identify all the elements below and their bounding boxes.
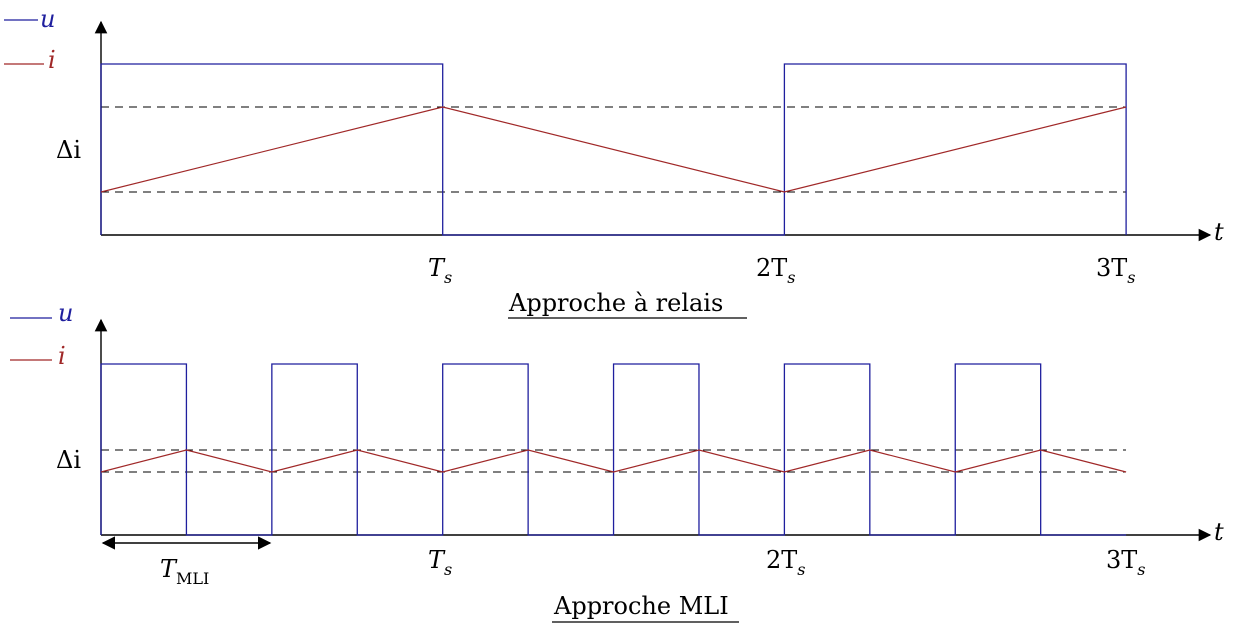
tick-label-2ts: 2Ts	[756, 254, 796, 287]
tick-label-3ts: 3Ts	[1106, 546, 1146, 579]
legend-i-label: i	[58, 342, 66, 370]
tick-label-ts: Ts	[428, 254, 452, 287]
tick-label-2ts: 2Ts	[766, 546, 806, 579]
delta-i-label: Δi	[56, 446, 81, 474]
legend-u-label: u	[58, 299, 73, 327]
i-waveform	[100, 449, 1127, 473]
t-label: t	[1214, 218, 1224, 246]
caption-relay: Approche à relais	[508, 289, 723, 317]
i-waveform	[100, 106, 1127, 193]
u-waveform	[100, 363, 1127, 536]
tick-label-3ts: 3Ts	[1096, 254, 1136, 287]
delta-i-label: Δi	[56, 136, 81, 164]
u-waveform	[100, 63, 1127, 236]
top-panel: u i t Δi Ts 2Ts 3Ts Approche à relais	[4, 5, 1224, 319]
caption-pwm: Approche MLI	[553, 592, 729, 620]
legend-i-label: i	[48, 46, 56, 74]
bottom-panel: u i t Δi TMLI Ts 2Ts 3Ts Approche MLI	[10, 299, 1224, 623]
legend-u-label: u	[40, 5, 55, 33]
pwm-period-label: TMLI	[160, 555, 209, 588]
tick-label-ts: Ts	[428, 546, 452, 579]
t-label: t	[1214, 518, 1224, 546]
